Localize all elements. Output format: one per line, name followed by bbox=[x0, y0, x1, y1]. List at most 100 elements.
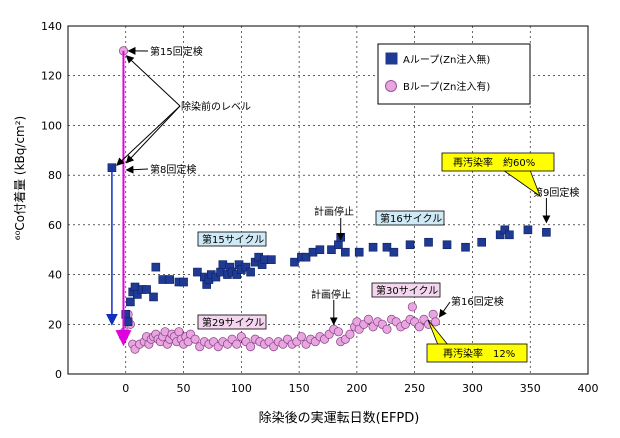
y-tick-label: 0 bbox=[55, 368, 62, 381]
point-a bbox=[123, 317, 133, 327]
point-a bbox=[542, 228, 551, 237]
point-a bbox=[500, 225, 510, 235]
point-b bbox=[430, 317, 441, 327]
point-a bbox=[232, 270, 242, 279]
legend-marker-a bbox=[385, 52, 398, 65]
point-a bbox=[341, 247, 350, 257]
point-b bbox=[407, 302, 417, 312]
plot-area-frame bbox=[67, 25, 589, 375]
x-tick-label: 350 bbox=[520, 382, 541, 395]
point-a bbox=[193, 267, 202, 277]
point-b bbox=[190, 334, 200, 344]
point-b bbox=[232, 339, 242, 349]
annot-plan-stop-b: 計画停止 bbox=[311, 288, 351, 301]
annot-plan-stop-a: 計画停止 bbox=[314, 205, 354, 218]
point-a bbox=[495, 230, 505, 240]
annot-pre-decon-level: 除染前のレベル bbox=[181, 100, 251, 113]
annot-16th-inspection: 第16回定検 bbox=[451, 295, 504, 308]
cycle-box-15: 第15サイクル bbox=[202, 233, 264, 246]
legend-marker-b bbox=[385, 80, 397, 92]
point-a bbox=[179, 277, 188, 287]
point-a bbox=[424, 237, 433, 247]
y-tick-label: 140 bbox=[41, 20, 62, 33]
point-a bbox=[327, 245, 336, 255]
cycle-box-30: 第30サイクル bbox=[376, 284, 438, 297]
annotation-arrow bbox=[125, 55, 181, 107]
point-a bbox=[477, 237, 486, 247]
y-tick-label: 120 bbox=[41, 70, 62, 83]
y-tick-label: 60 bbox=[48, 219, 62, 232]
x-tick-label: 0 bbox=[122, 382, 129, 395]
y-tick-label: 80 bbox=[48, 169, 62, 182]
point-a bbox=[315, 245, 325, 255]
annotation-arrow bbox=[125, 165, 149, 174]
point-a bbox=[461, 242, 470, 252]
point-a bbox=[241, 262, 251, 272]
point-a bbox=[368, 242, 378, 252]
point-a bbox=[389, 247, 399, 257]
point-b bbox=[428, 309, 438, 319]
point-b bbox=[363, 314, 373, 324]
callout-recontam-12: 再汚染率 12% bbox=[443, 347, 515, 360]
x-tick-label: 150 bbox=[289, 382, 310, 395]
x-tick-label: 300 bbox=[462, 382, 483, 395]
annot-15th-inspection: 第15回定検 bbox=[150, 45, 203, 58]
x-tick-label: 250 bbox=[404, 382, 425, 395]
x-tick-label: 50 bbox=[177, 382, 191, 395]
point-a bbox=[133, 290, 142, 299]
callout-60-pointer bbox=[501, 169, 541, 198]
point-a bbox=[267, 255, 276, 264]
annotation-arrow bbox=[125, 105, 181, 164]
cycle-box-16-bg bbox=[375, 210, 445, 226]
point-b bbox=[414, 322, 424, 332]
point-b bbox=[246, 342, 256, 352]
point-a bbox=[354, 247, 364, 257]
cycle-box-15-bg bbox=[197, 231, 267, 247]
y-tick-label: 40 bbox=[48, 269, 62, 282]
point-b bbox=[382, 324, 392, 334]
point-a bbox=[334, 240, 343, 250]
x-tick-label: 400 bbox=[578, 382, 599, 395]
point-b bbox=[296, 332, 306, 342]
legend-label-a: Aループ(Zn注入無) bbox=[403, 53, 490, 66]
callout-12-box bbox=[426, 343, 528, 363]
x-tick-label: 200 bbox=[346, 382, 367, 395]
x-tick-label: 100 bbox=[231, 382, 252, 395]
legend-box bbox=[377, 43, 531, 105]
point-a bbox=[211, 272, 221, 282]
point-a bbox=[142, 285, 151, 294]
point-a bbox=[382, 242, 392, 252]
annot-8th-inspection: 第8回定検 bbox=[150, 163, 196, 176]
cycle-box-30-bg bbox=[371, 282, 441, 298]
legend-label-b: Bループ(Zn注入有) bbox=[403, 80, 490, 93]
callout-recontam-60: 再汚染率 約60% bbox=[453, 156, 535, 169]
y-axis-title: ⁶⁰Co付着量 (kBq/cm²) bbox=[12, 116, 27, 240]
point-a bbox=[151, 262, 161, 272]
annotation-arrow bbox=[438, 301, 451, 318]
y-tick-label: 100 bbox=[41, 119, 62, 132]
point-b bbox=[345, 329, 355, 339]
series-layer bbox=[107, 46, 551, 354]
callout-60-box bbox=[441, 152, 555, 172]
point-a bbox=[405, 240, 415, 250]
annotation-layer bbox=[105, 46, 551, 347]
point-a bbox=[149, 292, 158, 302]
cycle-box-29-bg bbox=[197, 314, 267, 330]
point-a bbox=[246, 267, 255, 277]
annot-9th-inspection: 第9回定検 bbox=[533, 186, 579, 199]
x-axis-title: 除染後の実運転日数(EFPD) bbox=[259, 410, 420, 426]
point-a bbox=[505, 230, 514, 240]
annotation-arrow bbox=[116, 105, 181, 166]
point-a bbox=[301, 252, 311, 262]
point-a bbox=[523, 225, 533, 235]
cycle-box-16: 第16サイクル bbox=[380, 212, 442, 225]
point-a bbox=[290, 257, 299, 267]
point-b bbox=[333, 327, 343, 337]
point-a bbox=[126, 297, 135, 307]
axis-ticks: 0 20 40 60 80 100 120 140 0 50 100 150 200 250 300 350 4… bbox=[41, 20, 599, 395]
point-a bbox=[442, 240, 452, 250]
cycle-box-29: 第29サイクル bbox=[202, 316, 264, 329]
y-tick-label: 20 bbox=[48, 318, 62, 331]
point-a bbox=[165, 275, 174, 284]
